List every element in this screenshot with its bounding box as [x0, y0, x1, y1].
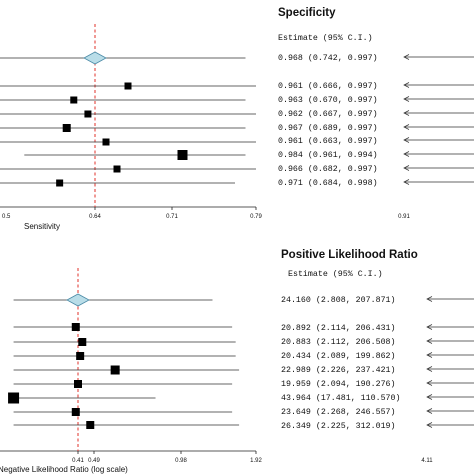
- plr-arrow-head: [426, 394, 433, 400]
- sensitivity-study-marker: [84, 110, 92, 118]
- specificity-row-text: 0.963 (0.670, 0.997): [278, 95, 378, 105]
- nlr-tick-label: 0.41: [72, 458, 84, 464]
- specificity-row-text: 0.961 (0.666, 0.997): [278, 81, 378, 91]
- plr-table: 24.160 (2.808, 207.871) 20.892 (2.114, 20…: [281, 295, 474, 431]
- specificity-title: Specificity: [278, 7, 336, 19]
- nlr-study-marker: [86, 421, 95, 429]
- plr-arrow-head: [426, 366, 433, 372]
- plr-arrow-head: [426, 296, 433, 302]
- sensitivity-study-marker: [56, 179, 64, 187]
- plr-title: Positive Likelihood Ratio: [281, 249, 418, 261]
- sensitivity-study-marker: [102, 138, 110, 146]
- specificity-arrow-head: [403, 137, 410, 143]
- sensitivity-study-marker: [177, 150, 188, 160]
- sensitivity-study-marker: [70, 96, 78, 104]
- plr-tick-label: 4.11: [421, 458, 433, 464]
- nlr-study-marker: [110, 365, 120, 375]
- sensitivity-tick-label: 0.79: [250, 214, 262, 220]
- specificity-arrow-head: [403, 165, 410, 171]
- plr-arrow-head: [426, 324, 433, 330]
- specificity-arrow-head: [403, 96, 410, 102]
- nlr-study-marker: [8, 392, 20, 404]
- plr-row-text: 20.434 (2.089, 199.862): [281, 351, 396, 361]
- specificity-arrow-head: [403, 110, 410, 116]
- sensitivity-summary-diamond: [83, 51, 107, 65]
- plr-arrow-head: [426, 422, 433, 428]
- plr-row-text: 23.649 (2.268, 246.557): [281, 407, 396, 417]
- nlr-study-marker: [78, 338, 87, 346]
- sensitivity-study-marker: [113, 165, 121, 173]
- plr-row-text: 20.883 (2.112, 206.508): [281, 337, 396, 347]
- specificity-row-text: 0.971 (0.684, 0.998): [278, 178, 378, 188]
- nlr-panel: 0.41 0.49 0.98 1.92: [0, 268, 262, 464]
- specificity-row-text: 0.984 (0.961, 0.994): [278, 150, 378, 160]
- sensitivity-panel: 0.5 0.64 0.71 0.79: [0, 24, 262, 220]
- specificity-row-text: 0.962 (0.667, 0.997): [278, 109, 378, 119]
- plr-row-text: 19.959 (2.094, 190.276): [281, 379, 396, 389]
- specificity-arrow-head: [403, 179, 410, 185]
- nlr-study-marker: [76, 352, 85, 360]
- plr-table-header: Estimate (95% C.I.): [288, 269, 383, 279]
- nlr-axis-label: Negative Likelihood Ratio (log scale): [0, 465, 128, 474]
- specificity-summary-text: 0.968 (0.742, 0.997): [278, 53, 378, 63]
- nlr-study-marker: [74, 380, 82, 388]
- specificity-row-text: 0.966 (0.682, 0.997): [278, 164, 378, 174]
- sensitivity-tick-label: 0.71: [166, 214, 178, 220]
- sensitivity-tick-label: 0.5: [2, 214, 11, 220]
- nlr-study-marker: [71, 408, 80, 416]
- plr-row-text: 43.964 (17.481, 110.570): [281, 393, 401, 403]
- plr-row-text: 20.892 (2.114, 206.431): [281, 323, 396, 333]
- nlr-tick-label: 0.49: [88, 458, 100, 464]
- specificity-table: 0.968 (0.742, 0.997) 0.961 (0.666, 0.997)…: [278, 53, 474, 188]
- specificity-arrow-head: [403, 54, 410, 60]
- sensitivity-tick-label: 0.64: [89, 214, 101, 220]
- plr-arrow-head: [426, 338, 433, 344]
- nlr-summary-diamond: [66, 293, 90, 307]
- nlr-tick-label: 1.92: [250, 458, 262, 464]
- plr-arrow-head: [426, 408, 433, 414]
- plr-summary-text: 24.160 (2.808, 207.871): [281, 295, 396, 305]
- plr-arrow-head: [426, 352, 433, 358]
- plr-row-text: 22.989 (2.226, 237.421): [281, 365, 396, 375]
- plr-row-text: 26.349 (2.225, 312.019): [281, 421, 396, 431]
- sensitivity-study-marker: [62, 124, 71, 132]
- specificity-row-text: 0.967 (0.689, 0.997): [278, 123, 378, 133]
- specificity-row-text: 0.961 (0.663, 0.997): [278, 136, 378, 146]
- specificity-table-header: Estimate (95% C.I.): [278, 33, 373, 43]
- plr-arrow-head: [426, 380, 433, 386]
- sensitivity-study-marker: [124, 82, 132, 90]
- specificity-arrow-head: [403, 151, 410, 157]
- nlr-tick-label: 0.98: [175, 458, 187, 464]
- specificity-tick-label: 0.91: [398, 214, 410, 220]
- sensitivity-axis-label: Sensitivity: [24, 222, 60, 231]
- specificity-arrow-head: [403, 124, 410, 130]
- specificity-arrow-head: [403, 82, 410, 88]
- nlr-study-marker: [71, 323, 80, 331]
